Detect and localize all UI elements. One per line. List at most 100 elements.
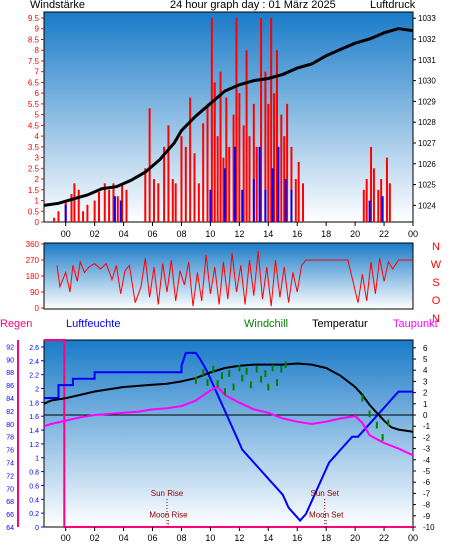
pressure-y-tick-label: 1030 — [418, 77, 436, 86]
annotation-label: Moon Rise — [149, 510, 188, 519]
rain-y-tick-label: 0.6 — [29, 483, 39, 490]
pressure-y-tick-label: 1024 — [418, 201, 436, 210]
rain-y-tick-label: 1.8 — [29, 400, 39, 407]
climate-panel-x-tick-label: 02 — [90, 533, 100, 543]
temp-y-tick-label: -7 — [423, 489, 431, 498]
wind-y-tick-label: 6 — [35, 89, 40, 98]
annotation-label: Sun Set — [310, 489, 339, 498]
chart-title: 24 hour graph day : 01 März 2025 — [170, 0, 336, 11]
rain-y-tick-label: 0.4 — [29, 497, 39, 504]
wind-panel-x-tick-label: 00 — [61, 229, 71, 239]
direction-compass-letter: O — [432, 295, 441, 307]
wind-y-tick-label: 0 — [35, 218, 40, 227]
climate-panel-x-tick-label: 14 — [263, 533, 273, 543]
temp-y-tick-label: 5 — [423, 355, 428, 364]
rain-y-tick-label: 2 — [35, 386, 39, 393]
direction-y-tick-label: 360 — [26, 240, 40, 249]
rain-y-tick-label: 2.2 — [29, 373, 39, 380]
rain-y-tick-label: 1.6 — [29, 414, 39, 421]
wind-panel-x-tick-label: 08 — [176, 229, 186, 239]
climate-panel-x-tick-label: 20 — [350, 533, 360, 543]
wind-panel-x-tick-label: 20 — [350, 229, 360, 239]
temp-y-tick-label: 3 — [423, 377, 428, 386]
climate-panel-x-tick-label: 00 — [61, 533, 71, 543]
humidity-y-tick-label: 82 — [6, 409, 14, 416]
temp-y-tick-label: 6 — [423, 344, 428, 353]
wind-panel-x-tick-label: 12 — [234, 229, 244, 239]
climate-panel-x-tick-label: 10 — [205, 533, 215, 543]
temp-y-tick-label: -5 — [423, 467, 431, 476]
wind-panel-x-tick-label: 10 — [205, 229, 215, 239]
rain-y-tick-label: 1 — [35, 456, 39, 463]
wind-panel-x-tick-label: 18 — [321, 229, 331, 239]
rain-y-tick-label: 0 — [35, 525, 39, 532]
annotation-label: Moon Set — [309, 510, 344, 519]
direction-compass-letter: S — [432, 277, 439, 289]
climate-panel-x-tick-label: 06 — [148, 533, 158, 543]
rain-y-tick-label: 2.4 — [29, 359, 39, 366]
dewpoint-line — [43, 385, 414, 457]
direction-y-tick-label: 180 — [26, 272, 40, 281]
wind-y-tick-label: 5.5 — [28, 100, 40, 109]
rain-y-tick-label: 1.2 — [29, 442, 39, 449]
direction-y-tick-label: 270 — [26, 256, 40, 265]
luftfeuchte-label: Luftfeuchte — [66, 318, 121, 330]
pressure-y-tick-label: 1028 — [418, 118, 436, 127]
rain-y-tick-label: 1.4 — [29, 428, 39, 435]
humidity-y-tick-label: 84 — [6, 396, 14, 403]
wind-panel-x-tick-label: 06 — [148, 229, 158, 239]
humidity-y-tick-label: 80 — [6, 422, 14, 429]
wind-y-tick-label: 9 — [35, 25, 40, 34]
climate-panel-x-tick-label: 04 — [119, 533, 129, 543]
direction-compass-letter: N — [432, 313, 440, 325]
pressure-line — [43, 27, 414, 207]
humidity-line — [44, 351, 413, 523]
temperature-line — [43, 362, 414, 433]
wind-y-tick-label: 2 — [35, 175, 40, 184]
temperatur-label: Temperatur — [312, 318, 368, 330]
direction-compass-letter: N — [432, 241, 440, 253]
humidity-y-tick-label: 70 — [6, 486, 14, 493]
humidity-y-tick-label: 92 — [6, 344, 14, 351]
humidity-y-tick-label: 86 — [6, 383, 14, 390]
temp-y-tick-label: 4 — [423, 366, 428, 375]
wind-y-tick-label: 4.5 — [28, 121, 40, 130]
wind-panel-x-tick-label: 02 — [90, 229, 100, 239]
temp-y-tick-label: 1 — [423, 400, 428, 409]
climate-panel-x-tick-label: 16 — [292, 533, 302, 543]
wind-panel-x-tick-label: 14 — [263, 229, 273, 239]
pressure-y-tick-label: 1027 — [418, 139, 436, 148]
temp-y-tick-label: -8 — [423, 501, 431, 510]
pressure-y-tick-label: 1026 — [418, 160, 436, 169]
windchill-label: Windchill — [244, 318, 289, 330]
wind-y-tick-label: 5 — [35, 111, 40, 120]
wind-y-tick-label: 9.5 — [28, 14, 40, 23]
wind-y-tick-label: 7.5 — [28, 57, 40, 66]
wind-y-tick-label: 6.5 — [28, 78, 40, 87]
rain-y-tick-label: 0.8 — [29, 470, 39, 477]
wind-y-tick-label: 7 — [35, 68, 40, 77]
temp-y-tick-label: 0 — [423, 411, 428, 420]
climate-panel-x-tick-label: 08 — [176, 533, 186, 543]
wind-y-tick-label: 8.5 — [28, 35, 40, 44]
humidity-y-tick-label: 74 — [6, 461, 14, 468]
wind-axis-title: Windstärke — [30, 0, 86, 11]
temp-y-tick-label: -2 — [423, 433, 431, 442]
humidity-y-tick-label: 72 — [6, 473, 14, 480]
direction-y-tick-label: 90 — [30, 288, 39, 297]
humidity-y-tick-label: 90 — [6, 357, 14, 364]
humidity-y-tick-label: 78 — [6, 435, 14, 442]
wind-panel-x-tick-label: 00 — [408, 229, 418, 239]
annotation-label: Sun Rise — [151, 489, 184, 498]
temp-y-tick-label: -9 — [423, 512, 431, 521]
pressure-y-tick-label: 1032 — [418, 35, 436, 44]
pressure-y-tick-label: 1031 — [418, 56, 436, 65]
climate-panel-x-tick-label: 22 — [379, 533, 389, 543]
direction-compass-letter: W — [431, 259, 442, 271]
wind-panel-x-tick-label: 04 — [119, 229, 129, 239]
pressure-y-tick-label: 1029 — [418, 97, 436, 106]
pressure-y-tick-label: 1033 — [418, 14, 436, 23]
rain-y-tick-label: 0.2 — [29, 511, 39, 518]
